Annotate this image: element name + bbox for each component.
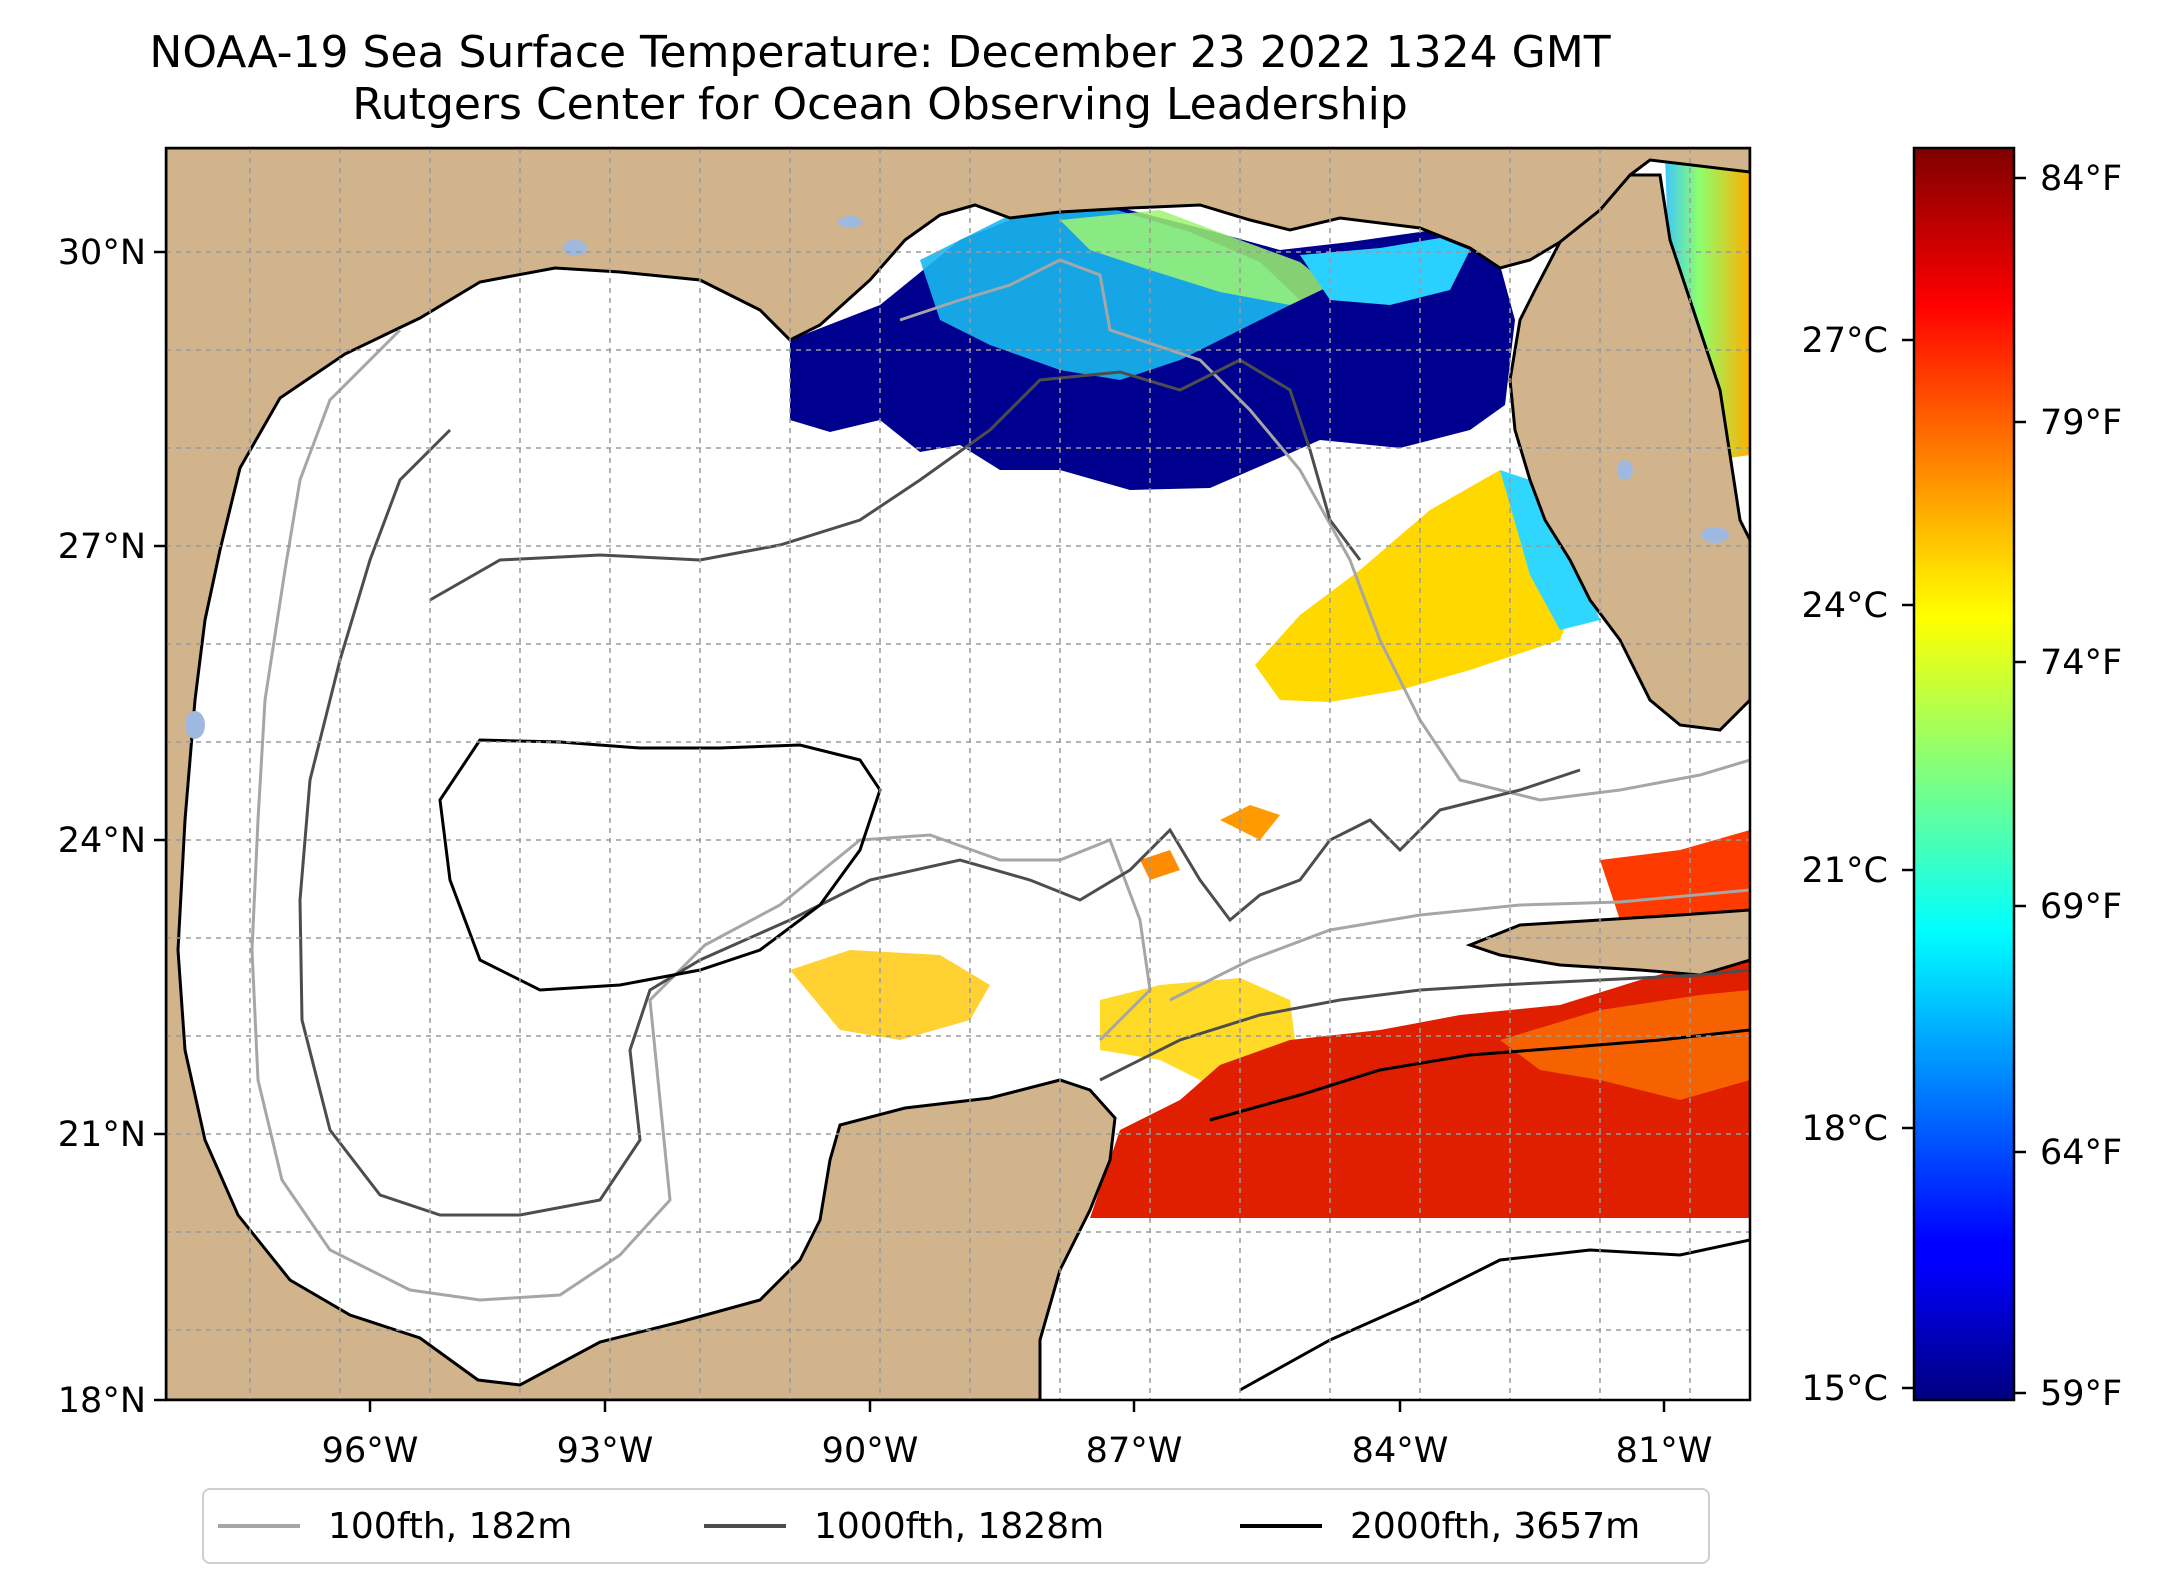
legend: 100fth, 182m 1000fth, 1828m 2000fth, 365… <box>202 1488 1710 1564</box>
lat-label: 21°N <box>58 1115 146 1155</box>
legend-item: 100fth, 182m <box>218 1490 572 1562</box>
legend-item: 1000fth, 1828m <box>704 1490 1104 1562</box>
gridlines <box>166 148 1750 1400</box>
legend-label: 1000fth, 1828m <box>814 1505 1105 1547</box>
colorbar-fahrenheit-label: 84°F <box>2040 159 2122 199</box>
lon-label: 96°W <box>322 1431 419 1471</box>
map-title: NOAA-19 Sea Surface Temperature: Decembe… <box>149 27 1611 78</box>
colorbar-fahrenheit-label: 59°F <box>2040 1374 2122 1414</box>
map-frame <box>164 146 1752 1402</box>
legend-swatch <box>704 1524 786 1528</box>
lon-label: 93°W <box>557 1431 654 1471</box>
legend-label: 2000fth, 3657m <box>1350 1505 1641 1547</box>
colorbar-celsius-label: 18°C <box>1802 1109 1888 1149</box>
colorbar-celsius-label: 27°C <box>1802 321 1888 361</box>
lat-label: 27°N <box>58 527 146 567</box>
colorbar-fahrenheit-label: 79°F <box>2040 403 2122 443</box>
lon-ticks <box>368 1400 1666 1412</box>
colorbar-fahrenheit-label: 64°F <box>2040 1133 2122 1173</box>
lon-label: 81°W <box>1616 1431 1713 1471</box>
lon-label: 87°W <box>1086 1431 1183 1471</box>
map-subtitle: Rutgers Center for Ocean Observing Leade… <box>352 79 1408 130</box>
legend-label: 100fth, 182m <box>328 1505 573 1547</box>
lon-label: 90°W <box>822 1431 919 1471</box>
colorbar-celsius-label: 21°C <box>1802 851 1888 891</box>
lat-label: 18°N <box>58 1381 146 1421</box>
colorbar-fahrenheit-label: 74°F <box>2040 643 2122 683</box>
lon-label: 84°W <box>1352 1431 1449 1471</box>
legend-swatch <box>218 1524 300 1528</box>
colorbar-celsius-label: 24°C <box>1802 586 1888 626</box>
lat-label: 24°N <box>58 821 146 861</box>
legend-swatch <box>1240 1524 1322 1528</box>
lat-label: 30°N <box>58 233 146 273</box>
lat-ticks <box>154 250 166 1402</box>
map-area <box>166 148 1750 1400</box>
colorbar-celsius-label: 15°C <box>1802 1369 1888 1409</box>
legend-item: 2000fth, 3657m <box>1240 1490 1640 1562</box>
colorbar: 27°C 24°C 21°C 18°C 15°C 84°F 79°F 74°F … <box>1802 146 2122 1414</box>
colorbar-fahrenheit-label: 69°F <box>2040 887 2122 927</box>
